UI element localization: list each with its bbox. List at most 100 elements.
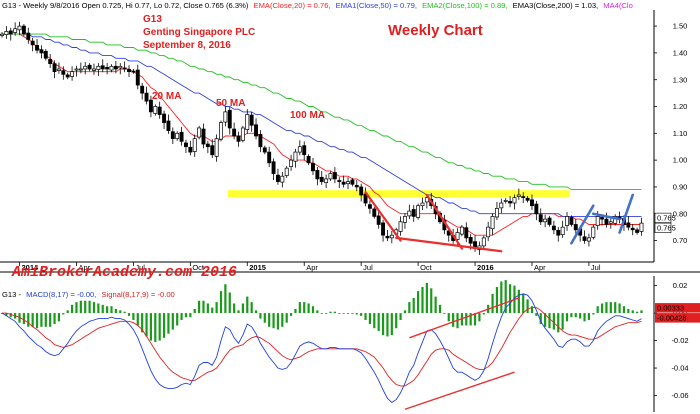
candle-body [381, 222, 386, 236]
histogram-bar [592, 313, 595, 315]
candle [481, 235, 486, 249]
candle [153, 104, 158, 116]
candle [551, 220, 556, 235]
candle [385, 229, 390, 242]
candle-body [219, 122, 223, 140]
candle [144, 86, 149, 105]
candle [586, 233, 591, 247]
candle-body [416, 205, 421, 218]
histogram-bar [97, 303, 100, 314]
candle [70, 66, 75, 81]
candle-body [446, 230, 451, 236]
histogram-bar [307, 303, 310, 314]
candle-body [569, 217, 574, 225]
macd-last-label: -0.00428 [657, 314, 687, 323]
candle [87, 63, 92, 72]
histogram-bar [473, 313, 477, 326]
macd-last-label: 0.00333 [657, 304, 684, 313]
candle-body [503, 199, 508, 202]
histogram-bar [303, 302, 306, 314]
candle [17, 21, 22, 36]
histogram-bar [434, 296, 437, 314]
histogram-bar [154, 313, 157, 342]
histogram-bar [44, 313, 47, 327]
histogram-bar [145, 313, 148, 337]
price-x-tick-label: Oct [192, 263, 205, 272]
candle-body [560, 226, 565, 236]
histogram-bar [548, 313, 551, 329]
histogram-bar [430, 288, 433, 314]
price-x-tick-label: 2015 [249, 263, 266, 272]
histogram-bar [241, 303, 244, 314]
candle-body [626, 222, 631, 228]
last-close-label: 0.765 [657, 224, 676, 233]
histogram-bar [184, 313, 188, 318]
candle-body [192, 138, 197, 152]
candle-body [490, 216, 495, 230]
candle [499, 198, 504, 214]
histogram-bar [276, 313, 280, 330]
candle [175, 131, 180, 141]
candle-body [608, 221, 613, 224]
histogram-bar [351, 313, 354, 314]
candle [48, 53, 53, 68]
histogram-bar [342, 313, 345, 314]
candle-body [289, 159, 294, 167]
price-y-tick-label: 1.30 [673, 75, 688, 84]
candle [354, 179, 359, 192]
macd-last-box [655, 313, 700, 323]
candle-body [61, 70, 66, 75]
histogram-bar [294, 308, 297, 314]
histogram-bar [377, 313, 380, 331]
candle [346, 177, 350, 190]
candle [630, 223, 635, 236]
candle [372, 206, 377, 219]
candle [92, 63, 96, 75]
histogram-bar [329, 311, 332, 314]
histogram-bar [70, 304, 74, 314]
candle-body [565, 216, 569, 226]
histogram-bar [443, 313, 446, 314]
candle [43, 49, 48, 61]
histogram-bar [596, 306, 599, 314]
candle [459, 225, 464, 237]
macd-trendline-1 [409, 297, 520, 339]
macd-y-tick-label: -0.04 [671, 364, 688, 373]
histogram-bar [5, 313, 8, 316]
candle [157, 101, 162, 119]
candle-body [337, 180, 342, 182]
macd-last-box [655, 303, 700, 313]
candle-body [35, 45, 39, 51]
candle [639, 217, 644, 236]
candle [184, 139, 188, 154]
candle-body [420, 202, 425, 207]
histogram-bar [587, 313, 591, 320]
histogram-bar [49, 313, 52, 327]
candle [4, 26, 9, 39]
candle-body [521, 196, 526, 199]
candle-body [109, 65, 114, 71]
trendline-blue-2 [591, 212, 621, 221]
candle [13, 22, 18, 36]
candle [547, 215, 552, 227]
candle [30, 37, 35, 52]
candle [516, 188, 521, 200]
histogram-bar [579, 313, 582, 319]
candle-body [332, 172, 337, 180]
candle [521, 192, 526, 204]
histogram-bar [403, 310, 407, 314]
candle [569, 215, 574, 227]
histogram-bar [22, 313, 25, 325]
candle-body [481, 237, 486, 247]
candle [293, 148, 298, 168]
candle [113, 60, 118, 74]
macd-line [1, 293, 642, 403]
candle-body [459, 226, 464, 235]
candle [61, 66, 66, 80]
histogram-bar [539, 313, 542, 325]
histogram-bar [101, 304, 104, 314]
candle [271, 158, 276, 180]
candle [135, 64, 140, 90]
header-ma4: MA4(Clo [603, 1, 633, 10]
candle-body [639, 222, 644, 232]
